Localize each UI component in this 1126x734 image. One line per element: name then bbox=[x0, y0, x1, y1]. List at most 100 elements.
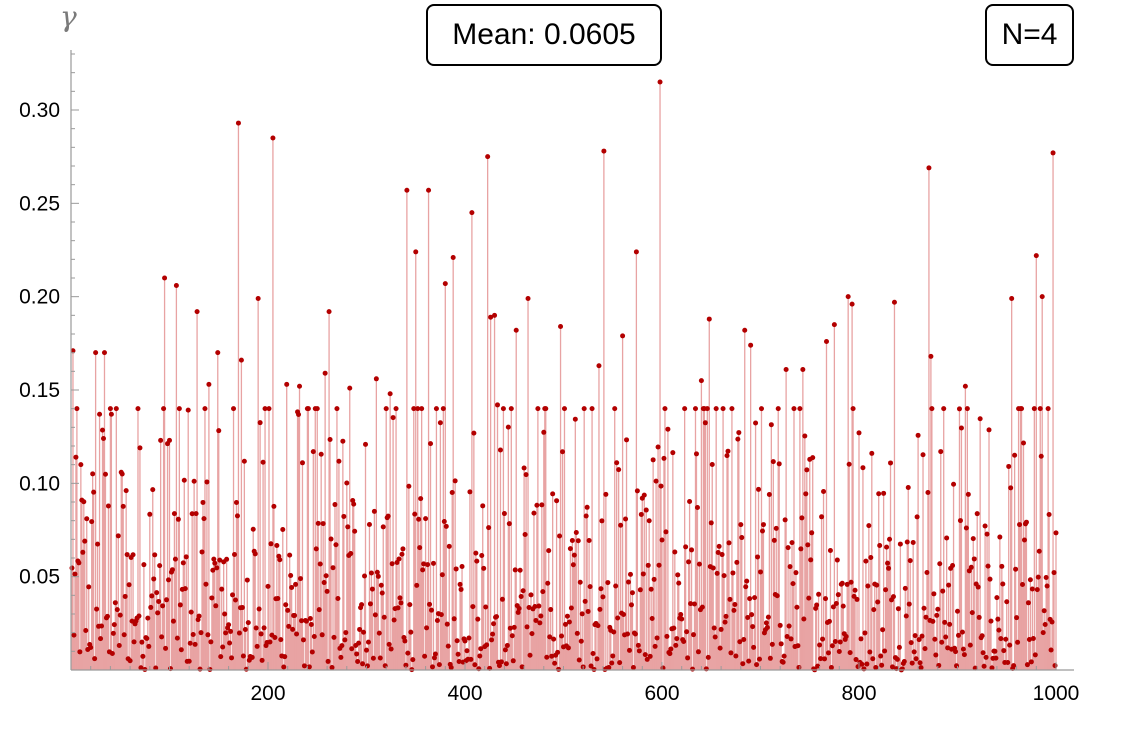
data-point bbox=[821, 488, 827, 494]
data-point bbox=[662, 406, 668, 412]
data-point bbox=[467, 489, 473, 495]
data-point bbox=[445, 643, 451, 649]
y-ticks: 0.05 0.10 0.15 0.20 0.25 0.30 bbox=[19, 53, 79, 652]
data-point bbox=[816, 591, 822, 597]
data-point bbox=[382, 663, 388, 669]
data-point bbox=[417, 545, 423, 551]
data-point bbox=[799, 515, 805, 521]
data-point bbox=[95, 541, 101, 547]
data-point bbox=[557, 533, 563, 539]
data-point bbox=[976, 614, 982, 620]
data-point bbox=[181, 477, 187, 483]
data-point bbox=[501, 511, 507, 517]
data-point bbox=[873, 664, 879, 670]
data-point bbox=[386, 641, 392, 647]
data-point bbox=[1038, 453, 1044, 459]
data-point bbox=[626, 579, 632, 585]
data-point bbox=[362, 573, 368, 579]
data-point bbox=[93, 350, 99, 356]
data-point bbox=[725, 448, 731, 454]
data-point bbox=[850, 406, 856, 412]
data-point bbox=[545, 580, 551, 586]
data-point bbox=[549, 653, 555, 659]
data-point bbox=[808, 557, 814, 563]
data-point bbox=[708, 520, 714, 526]
data-point bbox=[745, 614, 751, 620]
data-point bbox=[522, 532, 528, 538]
data-point bbox=[793, 570, 799, 576]
data-point bbox=[826, 618, 832, 624]
data-point bbox=[483, 604, 489, 610]
data-point bbox=[523, 472, 529, 478]
data-point bbox=[646, 518, 652, 524]
data-point bbox=[732, 601, 738, 607]
data-point bbox=[951, 481, 957, 487]
data-point bbox=[158, 437, 164, 443]
data-point bbox=[317, 561, 323, 567]
data-point bbox=[823, 596, 829, 602]
data-point bbox=[341, 513, 347, 519]
data-point bbox=[988, 618, 994, 624]
data-point bbox=[926, 165, 932, 171]
data-point bbox=[852, 587, 858, 593]
data-point bbox=[484, 642, 490, 648]
data-point bbox=[901, 659, 907, 665]
data-point bbox=[676, 580, 682, 586]
data-point bbox=[654, 635, 660, 641]
data-point bbox=[985, 563, 991, 569]
data-point bbox=[526, 604, 532, 610]
data-point bbox=[945, 645, 951, 651]
data-point bbox=[101, 350, 107, 356]
data-point bbox=[281, 664, 287, 670]
data-point bbox=[135, 406, 141, 412]
data-point bbox=[290, 626, 296, 632]
data-point bbox=[285, 607, 291, 613]
data-point bbox=[621, 611, 627, 617]
data-point bbox=[257, 420, 263, 426]
data-point bbox=[692, 601, 698, 607]
data-point bbox=[750, 624, 756, 630]
data-point bbox=[407, 602, 413, 608]
data-point bbox=[326, 309, 332, 315]
data-point bbox=[433, 406, 439, 412]
data-point bbox=[414, 582, 420, 588]
data-point bbox=[935, 606, 941, 612]
data-point bbox=[421, 561, 427, 567]
data-point bbox=[172, 556, 178, 562]
data-point bbox=[977, 416, 983, 422]
data-point bbox=[390, 415, 396, 421]
data-point bbox=[499, 596, 505, 602]
data-point bbox=[918, 665, 924, 671]
data-point bbox=[149, 593, 155, 599]
data-point bbox=[240, 653, 246, 659]
data-point bbox=[737, 639, 743, 645]
data-point bbox=[525, 296, 531, 302]
data-point bbox=[420, 567, 426, 573]
data-point bbox=[788, 636, 794, 642]
data-point bbox=[396, 556, 402, 562]
data-point bbox=[260, 459, 266, 465]
data-point bbox=[595, 623, 601, 629]
data-point bbox=[906, 601, 912, 607]
data-point bbox=[915, 432, 921, 438]
data-point bbox=[964, 406, 970, 412]
data-point bbox=[438, 612, 444, 618]
data-point bbox=[161, 406, 167, 412]
data-point bbox=[955, 608, 960, 614]
n-badge: N=4 bbox=[985, 4, 1074, 66]
data-point bbox=[785, 545, 791, 551]
data-point bbox=[220, 644, 226, 650]
data-point bbox=[244, 577, 250, 583]
data-point bbox=[758, 569, 763, 575]
data-point bbox=[881, 490, 887, 496]
data-point bbox=[534, 502, 540, 508]
data-point bbox=[245, 620, 251, 626]
data-point bbox=[650, 457, 656, 463]
data-point bbox=[355, 658, 361, 664]
data-point bbox=[504, 642, 510, 648]
data-point bbox=[620, 333, 626, 339]
data-point bbox=[313, 546, 319, 552]
data-point bbox=[274, 542, 280, 548]
data-point bbox=[535, 406, 541, 412]
data-point bbox=[696, 561, 702, 567]
